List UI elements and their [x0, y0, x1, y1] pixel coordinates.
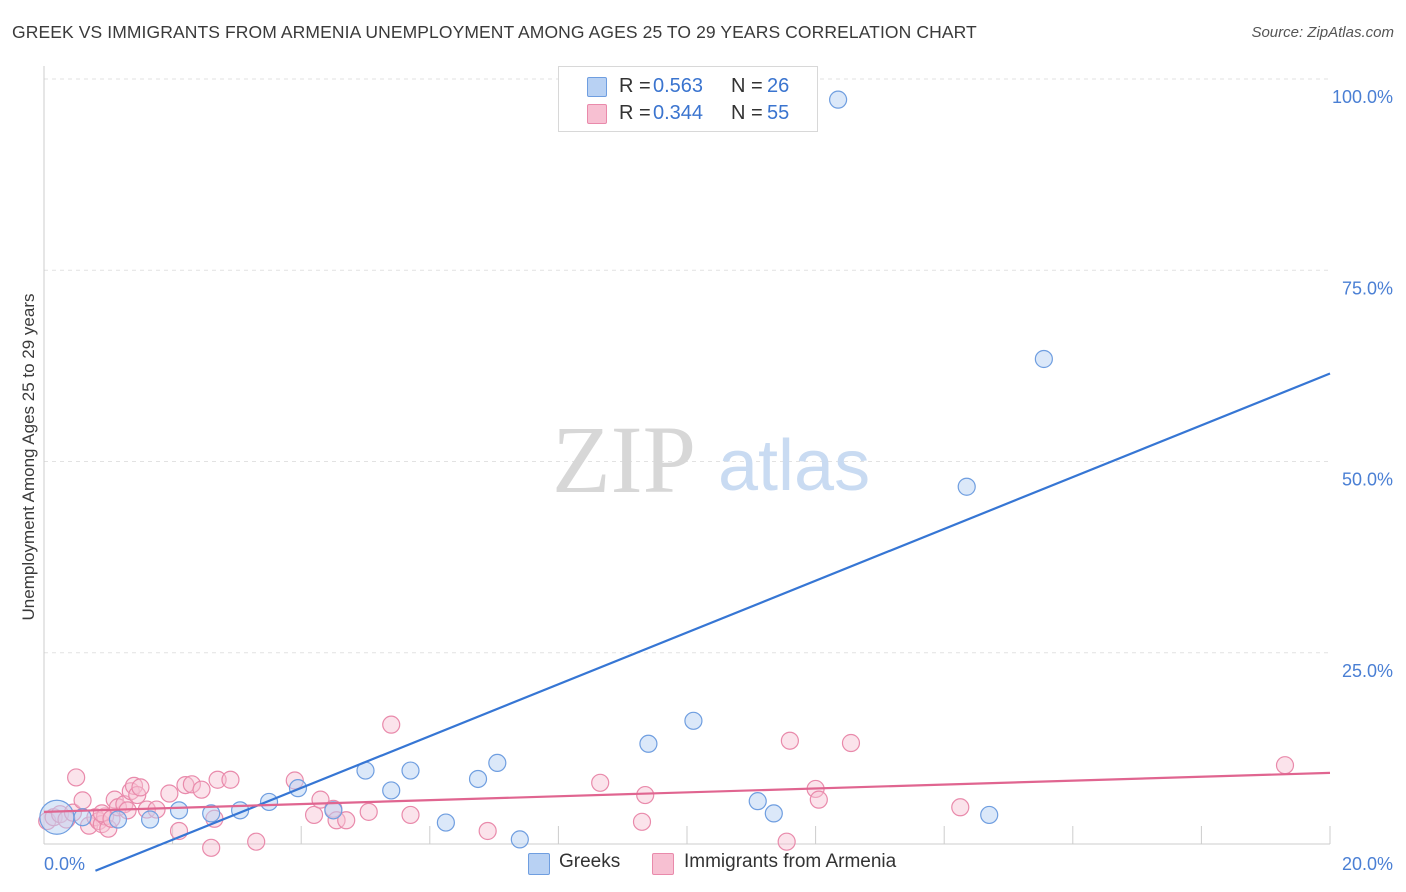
armenia-point [67, 768, 86, 787]
x-tick-label: 20.0% [1342, 854, 1393, 874]
greeks-point [748, 792, 767, 811]
greeks-point [510, 830, 529, 849]
greeks-point [324, 801, 343, 820]
armenia-point [401, 805, 420, 825]
armenia-point [777, 832, 796, 851]
watermark-zip: ZIP [552, 406, 696, 513]
greeks-point [140, 810, 160, 829]
y-tick-label: 25.0% [1342, 661, 1393, 681]
armenia-point [636, 785, 655, 805]
axis-labels: 25.0% 50.0% 75.0% 100.0% 0.0% 20.0% Unemployme… [19, 87, 1393, 874]
armenia-point [131, 778, 150, 797]
armenia-point [247, 832, 266, 851]
greeks-point [1034, 349, 1053, 369]
n-label: N = [731, 102, 763, 124]
armenia-point [359, 802, 378, 821]
greeks-point [764, 804, 783, 823]
greeks-point [468, 769, 488, 789]
armenia-point [208, 770, 227, 789]
watermark: ZIP atlas [552, 406, 870, 513]
armenia-point [73, 791, 92, 810]
armenia-point [478, 821, 497, 841]
greeks-point [684, 711, 703, 730]
greeks-point [980, 805, 999, 825]
x-tick-label: 0.0% [44, 854, 85, 874]
correlation-legend: R = 0.563 N = 26 R = 0.344 N = 55 [558, 66, 818, 132]
greeks-point [108, 810, 128, 829]
watermark-atlas: atlas [718, 426, 870, 506]
r-label: R = [619, 75, 651, 97]
greeks-trend-line [95, 372, 1331, 872]
armenia-trend-line [43, 771, 1331, 813]
greeks-point [639, 734, 658, 753]
r-label: R = [619, 102, 651, 124]
y-tick-label: 75.0% [1342, 278, 1393, 298]
greeks-swatch [587, 77, 607, 97]
greeks-legend-swatch [528, 853, 550, 875]
y-axis-title: Unemployment Among Ages 25 to 29 years [19, 294, 38, 621]
armenia-legend-label: Immigrants from Armenia [684, 851, 897, 872]
armenia-swatch [587, 104, 607, 124]
armenia-point [192, 780, 211, 799]
armenia-point [780, 731, 799, 750]
chart-title: GREEK VS IMMIGRANTS FROM ARMENIA UNEMPLO… [12, 22, 977, 42]
armenia-point [632, 812, 652, 831]
greeks-point [73, 808, 92, 827]
armenia-point [591, 773, 610, 792]
armenia-point [304, 805, 324, 825]
source-label: Source: ZipAtlas.com [1251, 24, 1394, 41]
armenia-legend-swatch [652, 853, 674, 875]
armenia-point [382, 715, 401, 734]
greeks-point [169, 801, 189, 820]
greeks-point [436, 813, 455, 832]
greeks-point [488, 753, 507, 773]
armenia-point [337, 811, 356, 830]
grid-lines [44, 78, 1330, 654]
armenia-point [160, 784, 179, 803]
greeks-point [202, 804, 221, 823]
greeks-point [401, 761, 420, 780]
n-label: N = [731, 75, 763, 97]
armenia-point [809, 790, 828, 809]
y-tick-label: 50.0% [1342, 470, 1393, 490]
greeks-point [957, 477, 976, 496]
armenia-point [202, 838, 221, 857]
armenia-point [951, 798, 970, 817]
armenia-point [1275, 756, 1295, 775]
greeks-point [829, 90, 848, 109]
greeks-point [382, 781, 401, 800]
trend-lines [43, 372, 1331, 872]
armenia-point [182, 775, 201, 794]
data-points [38, 90, 1295, 857]
r-value: 0.344 [653, 102, 704, 124]
greeks-point-large [39, 799, 75, 835]
axes [43, 66, 1331, 845]
n-value: 26 [767, 75, 790, 97]
n-value: 55 [767, 102, 790, 124]
armenia-point [221, 770, 240, 789]
r-value: 0.563 [653, 75, 704, 97]
armenia-point [841, 733, 861, 753]
y-tick-label: 100.0% [1332, 87, 1393, 107]
greeks-legend-label: Greeks [559, 851, 621, 872]
